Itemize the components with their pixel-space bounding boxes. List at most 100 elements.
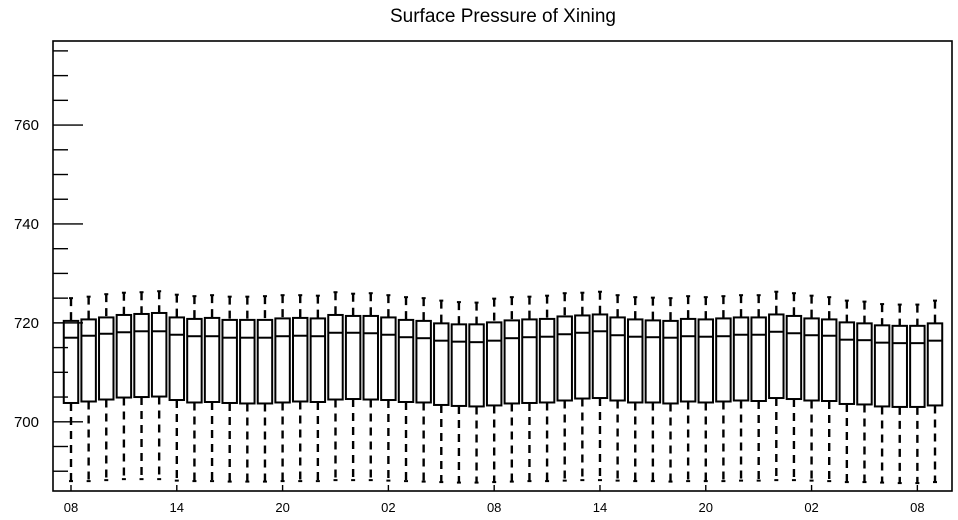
box-rect	[274, 317, 291, 404]
box-rect	[732, 316, 750, 402]
box-10	[221, 295, 238, 483]
box-rect	[80, 318, 97, 403]
box-rect	[450, 323, 468, 407]
box-rect	[609, 316, 626, 402]
box-47	[873, 303, 891, 484]
plot-frame	[52, 40, 953, 492]
box-rect	[485, 321, 503, 407]
box-rect	[556, 315, 573, 402]
box-rect	[291, 316, 309, 403]
box-rect	[873, 324, 891, 408]
box-rect	[926, 322, 944, 407]
box-rect	[750, 316, 767, 402]
box-45	[838, 299, 856, 484]
box-26	[503, 296, 521, 483]
box-38	[715, 295, 732, 483]
box-rect	[627, 318, 644, 404]
box-rect	[150, 311, 168, 398]
box-rect	[468, 323, 485, 408]
box-32	[609, 294, 626, 482]
box-rect	[803, 317, 820, 402]
box-rect	[362, 314, 379, 401]
x-tick-label: 14	[593, 500, 607, 515]
box-rect	[521, 318, 538, 404]
box-42	[785, 292, 803, 482]
x-tick-label: 08	[487, 500, 501, 515]
x-axis: 08 14 20 02 08 14 20 02 08	[64, 485, 925, 515]
box-1	[62, 297, 80, 483]
box-rect	[838, 321, 856, 405]
box-28	[538, 294, 556, 483]
box-41	[768, 290, 785, 482]
box-25	[485, 297, 503, 484]
x-tick-label: 14	[170, 500, 184, 515]
x-tick-label: 20	[699, 500, 713, 515]
y-tick-label: 700	[14, 414, 39, 431]
box-rect	[644, 319, 662, 404]
box-rect	[697, 318, 715, 404]
box-6	[150, 290, 168, 481]
box-5	[133, 291, 150, 481]
box-rect	[856, 322, 873, 406]
box-rect	[679, 317, 697, 403]
box-50	[926, 299, 944, 484]
box-13	[274, 294, 291, 483]
box-rect	[256, 318, 274, 405]
box-20	[397, 296, 415, 483]
box-29	[556, 292, 573, 482]
box-46	[856, 300, 873, 484]
box-3	[98, 293, 115, 482]
y-tick-label: 740	[14, 216, 39, 233]
x-tick-label: 20	[275, 500, 289, 515]
box-33	[627, 296, 644, 483]
box-rect	[768, 313, 785, 400]
box-rect	[327, 313, 344, 401]
box-rect	[133, 312, 150, 399]
y-tick-label: 720	[14, 315, 39, 332]
box-rect	[433, 322, 450, 406]
box-39	[732, 294, 750, 482]
box-rect	[203, 316, 221, 403]
box-rect	[503, 319, 521, 405]
box-34	[644, 296, 662, 483]
box-35	[662, 297, 679, 483]
box-rect	[115, 313, 133, 399]
box-14	[291, 294, 309, 483]
box-30	[574, 291, 591, 482]
box-rect	[820, 318, 838, 402]
x-tick-label: 02	[804, 500, 818, 515]
box-37	[697, 296, 715, 483]
x-tick-label: 08	[910, 500, 924, 515]
box-43	[803, 294, 820, 482]
box-36	[679, 295, 697, 483]
box-rect	[309, 317, 327, 403]
chart-title: Surface Pressure of Xining	[390, 6, 616, 27]
y-axis: 700 720 740 760	[14, 50, 83, 472]
box-22	[433, 299, 450, 484]
box-rect	[168, 316, 186, 402]
box-44	[820, 296, 838, 483]
box-21	[415, 297, 432, 483]
box-rect	[98, 316, 115, 401]
box-27	[521, 295, 538, 483]
box-rect	[785, 314, 803, 401]
box-16	[327, 291, 344, 482]
box-12	[256, 295, 274, 483]
box-rect	[221, 318, 238, 404]
y-tick-label: 760	[14, 117, 39, 134]
box-11	[239, 295, 256, 483]
box-7	[168, 293, 186, 482]
box-19	[380, 294, 397, 482]
box-49	[909, 303, 926, 485]
box-rect	[415, 319, 432, 404]
box-rect	[662, 319, 679, 405]
box-rect	[62, 319, 80, 404]
box-8	[186, 295, 203, 483]
box-rect	[591, 313, 609, 400]
box-15	[309, 294, 327, 483]
box-40	[750, 294, 767, 482]
box-4	[115, 291, 133, 481]
box-23	[450, 301, 468, 484]
box-rect	[186, 317, 203, 404]
